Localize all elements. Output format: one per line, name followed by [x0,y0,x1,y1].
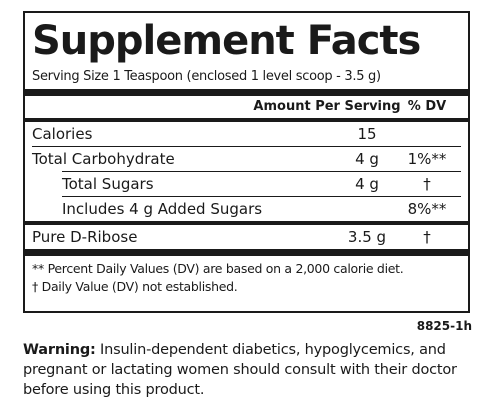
nutrient-dv: 1%** [407,150,447,168]
nutrient-name: Includes 4 g Added Sugars [62,200,263,218]
nutrient-name: Total Sugars [62,175,154,193]
nutrient-dv: † [423,228,431,246]
table-row: Total Sugars 4 g † [32,172,461,196]
divider-thin [62,196,461,197]
warning-text: Warning: Insulin-dependent diabetics, hy… [23,340,483,400]
nutrient-amount: 15 [357,125,377,143]
divider-mid [25,221,468,225]
nutrient-amount: 4 g [355,175,379,193]
table-row: Pure D-Ribose 3.5 g † [32,225,461,249]
footnote: † Daily Value (DV) not established. [32,279,238,294]
divider-thick [25,89,468,96]
nutrient-dv: 8%** [407,200,447,218]
nutrient-amount: 3.5 g [347,228,387,246]
product-code: 8825-1h [416,319,472,333]
amount-per-serving-header: Amount Per Serving [253,99,401,114]
warning-label: Warning: [23,342,96,358]
divider-thick [25,249,468,256]
dv-header: % DV [407,99,447,114]
footnotes: ** Percent Daily Values (DV) are based o… [32,256,461,296]
supplement-facts-panel: Supplement Facts Serving Size 1 Teaspoon… [23,11,470,313]
nutrient-amount: 4 g [355,150,379,168]
nutrient-name: Pure D-Ribose [32,228,138,246]
divider-mid [25,118,468,122]
nutrient-name: Calories [32,125,93,143]
divider-thin [32,146,461,147]
table-row: Includes 4 g Added Sugars 8%** [32,197,461,221]
nutrient-name: Total Carbohydrate [32,150,175,168]
warning-body: Insulin-dependent diabetics, hypoglycemi… [23,342,457,398]
table-row: Calories 15 [32,122,461,146]
panel-title: Supplement Facts [32,18,421,64]
nutrient-dv: † [423,175,431,193]
footnote: ** Percent Daily Values (DV) are based o… [32,261,404,276]
serving-size: Serving Size 1 Teaspoon (enclosed 1 leve… [32,69,381,84]
table-header: Amount Per Serving % DV [32,96,461,118]
table-row: Total Carbohydrate 4 g 1%** [32,147,461,171]
divider-thin [62,171,461,172]
